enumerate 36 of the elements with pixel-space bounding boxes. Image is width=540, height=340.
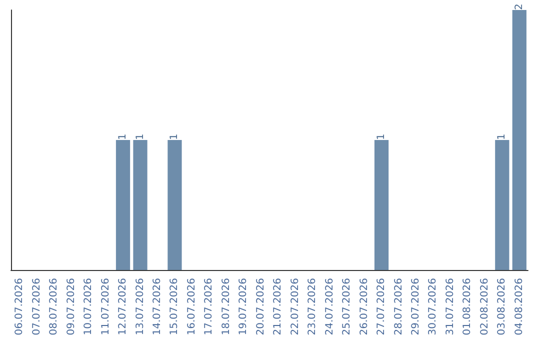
x-tick-label: 12.07.2026 xyxy=(118,278,129,336)
data-label: 1 xyxy=(376,134,388,140)
x-tick-label: 29.07.2026 xyxy=(410,278,422,336)
x-tick-label: 25.07.2026 xyxy=(342,278,353,336)
data-label: 1 xyxy=(496,134,508,140)
x-tick-label: 02.08.2026 xyxy=(479,278,490,336)
data-label: 1 xyxy=(134,134,146,140)
x-tick-label: 17.07.2026 xyxy=(204,278,215,336)
data-label: 1 xyxy=(169,134,180,140)
x-tick-label: 22.07.2026 xyxy=(290,278,301,336)
x-tick-label: 18.07.2026 xyxy=(220,278,232,336)
x-tick-label: 26.07.2026 xyxy=(358,278,370,336)
x-tick-label: 11.07.2026 xyxy=(100,278,112,336)
data-label: 1 xyxy=(118,134,129,140)
x-tick-label: 07.07.2026 xyxy=(31,278,42,336)
x-tick-label: 04.08.2026 xyxy=(514,278,525,336)
x-tick-label: 27.07.2026 xyxy=(376,278,388,336)
x-tick-label: 09.07.2026 xyxy=(66,278,77,336)
data-label: 2 xyxy=(514,4,525,10)
x-tick-label: 16.07.2026 xyxy=(186,278,198,336)
x-tick-label: 03.08.2026 xyxy=(496,278,508,336)
x-tick-label: 21.07.2026 xyxy=(272,278,284,336)
x-tick-label: 15.07.2026 xyxy=(169,278,180,336)
x-tick-label: 01.08.2026 xyxy=(462,278,474,336)
x-tick-label: 10.07.2026 xyxy=(83,278,94,336)
x-tick-label: 13.07.2026 xyxy=(134,278,146,336)
x-tick-label: 14.07.2026 xyxy=(152,278,163,336)
x-tick-label: 06.07.2026 xyxy=(14,278,26,336)
x-tick-label: 20.07.2026 xyxy=(255,278,266,336)
x-tick-label: 31.07.2026 xyxy=(444,278,456,336)
x-tick-label: 24.07.2026 xyxy=(324,278,336,336)
x-tick-label: 08.07.2026 xyxy=(48,278,60,336)
x-tick-label: 23.07.2026 xyxy=(307,278,318,336)
x-tick-label: 28.07.2026 xyxy=(393,278,404,336)
x-tick-label: 30.07.2026 xyxy=(428,278,439,336)
x-tick-label: 19.07.2026 xyxy=(238,278,250,336)
